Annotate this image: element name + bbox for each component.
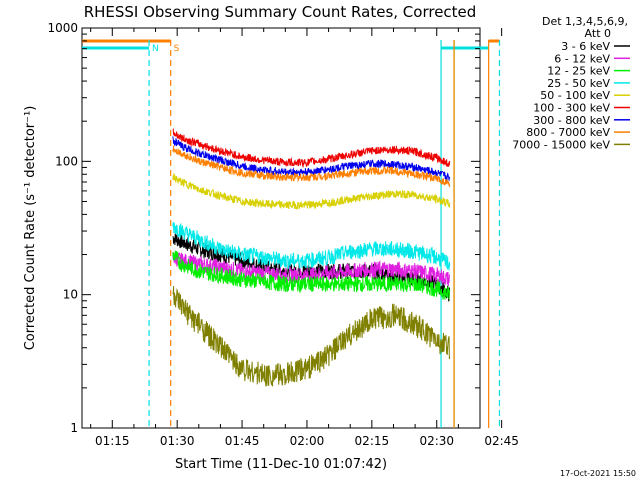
legend-entry-label: 50 - 100 keV (540, 89, 610, 102)
series-line (172, 128, 451, 168)
x-tick-label: 02:15 (355, 434, 390, 448)
x-tick-label: 01:30 (160, 434, 195, 448)
series-line (172, 172, 451, 211)
legend-entry-label: 300 - 800 keV (533, 114, 610, 127)
series-line (172, 249, 451, 300)
y-axis-label: Corrected Count Rate (s⁻¹ detector⁻¹) (23, 106, 38, 351)
plot-area (81, 27, 481, 429)
legend-header-line2: Att 0 (585, 27, 611, 40)
plot-frame (81, 27, 481, 429)
legend-header-line1: Det 1,3,4,5,6,9, (542, 15, 628, 28)
series-group (172, 128, 451, 387)
y-tick-label: 10 (63, 288, 78, 302)
legend-entry-label: 800 - 7000 keV (526, 126, 610, 139)
chart-title: RHESSI Observing Summary Count Rates, Co… (84, 3, 477, 21)
legend-entry-label: 3 - 6 keV (561, 40, 610, 53)
flag-label: S (174, 44, 180, 54)
legend-entry-label: 7000 - 15000 keV (512, 138, 610, 151)
legend-entry-label: 12 - 25 keV (547, 65, 610, 78)
series-line (172, 145, 451, 187)
y-tick-label: 100 (55, 154, 78, 168)
y-tick-label: 1000 (47, 21, 78, 35)
x-tick-label: 02:45 (484, 434, 519, 448)
y-axis-ticks: 1 10 100 1000 (47, 21, 480, 435)
x-axis-ticks: 01:15 01:30 01:45 02:00 02:15 02:30 02:45 (90, 28, 519, 448)
x-tick-label: 02:00 (290, 434, 325, 448)
state-change-lines (148, 40, 501, 428)
legend-entry-label: 100 - 300 keV (533, 102, 610, 115)
series-line (172, 252, 451, 287)
attenuator-flags (82, 39, 500, 50)
x-tick-label: 01:45 (225, 434, 260, 448)
x-tick-label: 01:15 (95, 434, 130, 448)
footer-timestamp: 17-Oct-2021 15:50 (560, 469, 636, 478)
legend-entry-label: 6 - 12 keV (554, 52, 610, 65)
legend-entry-label: 25 - 50 keV (547, 77, 610, 90)
x-tick-label: 02:30 (419, 434, 454, 448)
x-axis-label: Start Time (11-Dec-10 01:07:42) (175, 457, 387, 472)
flag-label: N (152, 44, 159, 54)
series-line (172, 286, 451, 387)
series-line (172, 222, 451, 271)
y-tick-label: 1 (70, 421, 78, 435)
series-line (172, 136, 451, 183)
